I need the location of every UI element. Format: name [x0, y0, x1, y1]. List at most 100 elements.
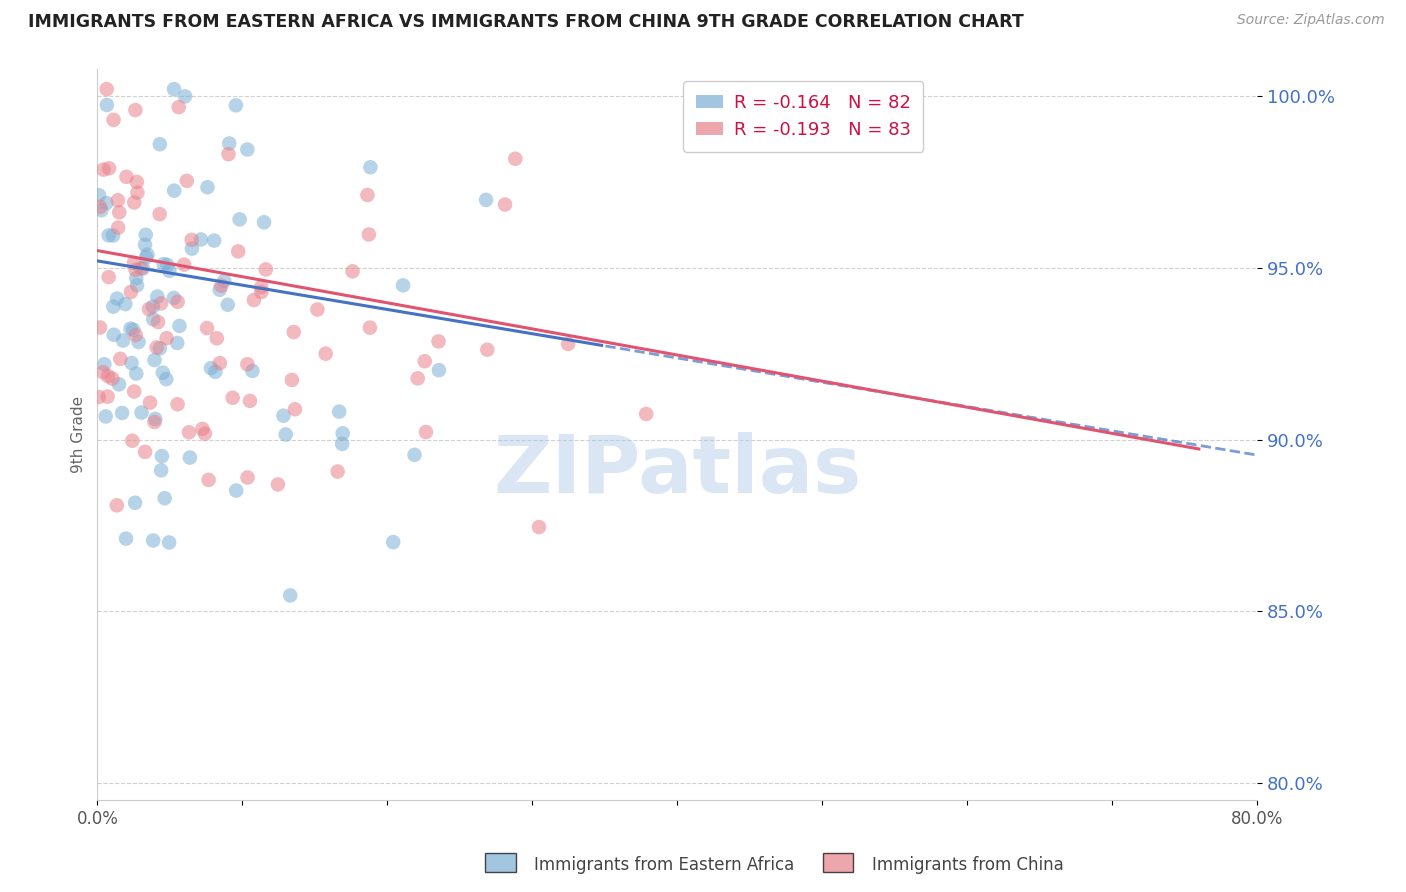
Point [108, 205, 131, 219]
Point [149, 207, 172, 221]
Point [250, 280, 273, 294]
Point [112, 334, 135, 348]
Point [125, 278, 148, 293]
Point [406, 371, 429, 385]
Point [107, 220, 129, 235]
Point [281, 373, 304, 387]
Point [157, 264, 180, 278]
Point [475, 193, 498, 207]
Point [135, 250, 157, 264]
Point [359, 320, 381, 334]
Point [87, 188, 110, 202]
Point [190, 232, 212, 246]
Point [121, 434, 143, 448]
Point [129, 261, 152, 276]
Point [226, 244, 249, 259]
Point [332, 426, 354, 441]
Point [121, 356, 143, 370]
Point [527, 520, 550, 534]
Point [427, 334, 450, 349]
Point [236, 143, 259, 157]
Legend: R = -0.164   N = 82, R = -0.193   N = 83: R = -0.164 N = 82, R = -0.193 N = 83 [683, 81, 924, 152]
Point [122, 256, 145, 270]
Point [122, 195, 145, 210]
Point [208, 283, 231, 297]
Point [89, 320, 111, 334]
Point [315, 347, 337, 361]
Point [326, 465, 349, 479]
Point [173, 258, 195, 272]
Point [250, 285, 273, 299]
Point [155, 331, 177, 345]
Point [145, 340, 167, 354]
Point [163, 291, 186, 305]
Point [176, 174, 198, 188]
Point [225, 483, 247, 498]
Point [202, 234, 225, 248]
Point [97, 390, 120, 404]
Point [101, 228, 124, 243]
Point [477, 343, 499, 357]
Point [243, 293, 266, 307]
Point [307, 302, 329, 317]
Point [152, 257, 174, 271]
Point [157, 535, 180, 549]
Point [93, 357, 115, 371]
Point [115, 532, 138, 546]
Point [125, 175, 148, 189]
Text: Immigrants from Eastern Africa: Immigrants from Eastern Africa [534, 856, 794, 874]
Point [156, 258, 179, 272]
Point [217, 298, 239, 312]
Point [96, 196, 118, 211]
Point [89, 200, 111, 214]
Point [208, 356, 231, 370]
Point [96, 82, 118, 96]
Point [195, 321, 218, 335]
Point [136, 247, 159, 261]
Point [253, 215, 276, 229]
Point [225, 98, 247, 112]
Point [143, 415, 166, 429]
Point [91, 365, 114, 379]
Point [427, 363, 450, 377]
Point [153, 491, 176, 506]
Point [236, 357, 259, 371]
Point [128, 334, 150, 349]
Point [122, 384, 145, 399]
Point [97, 369, 120, 384]
Point [134, 445, 156, 459]
Point [127, 186, 149, 200]
Point [163, 82, 186, 96]
Point [101, 371, 124, 385]
Point [283, 325, 305, 339]
Point [124, 263, 146, 277]
Point [142, 533, 165, 548]
Point [143, 412, 166, 426]
Point [155, 372, 177, 386]
Point [150, 296, 173, 310]
Point [93, 162, 115, 177]
Point [142, 300, 165, 314]
Point [103, 112, 125, 127]
Point [146, 315, 169, 329]
Point [404, 448, 426, 462]
Point [278, 588, 301, 602]
Point [142, 312, 165, 326]
Point [200, 361, 222, 376]
Text: Immigrants from China: Immigrants from China [872, 856, 1063, 874]
Point [212, 274, 235, 288]
Point [166, 335, 188, 350]
Point [382, 535, 405, 549]
Point [108, 377, 131, 392]
Point [636, 407, 658, 421]
Point [120, 285, 142, 299]
Point [284, 402, 307, 417]
Point [131, 406, 153, 420]
Point [179, 450, 201, 465]
Point [217, 147, 239, 161]
Point [357, 227, 380, 242]
Point [105, 292, 128, 306]
Point [94, 409, 117, 424]
Point [242, 364, 264, 378]
Point [180, 233, 202, 247]
